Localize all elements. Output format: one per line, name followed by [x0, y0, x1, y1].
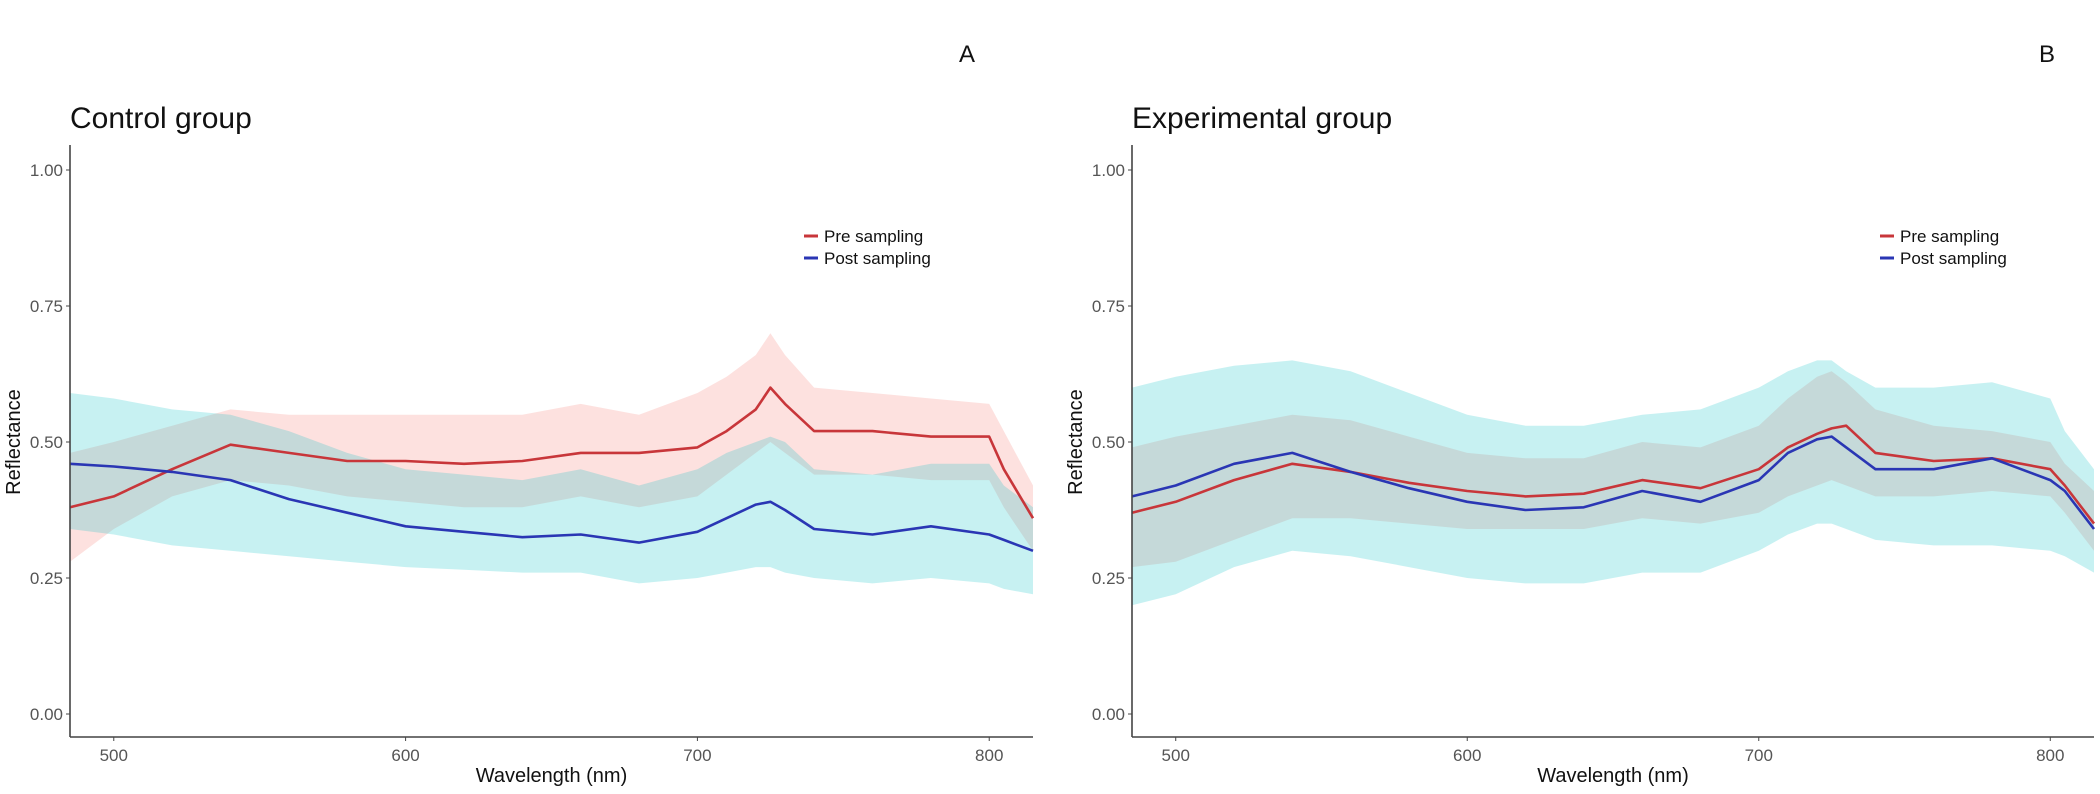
- y-axis-label: Reflectance: [1065, 389, 1087, 495]
- confidence-band-post-sampling: [70, 393, 1033, 595]
- legend: Pre sampling Post sampling: [804, 227, 931, 268]
- legend-label: Pre sampling: [824, 227, 923, 246]
- y-tick-label: 1.00: [1092, 161, 1125, 180]
- panel-letter: A: [959, 41, 975, 68]
- y-tick-label: 0.75: [30, 297, 63, 316]
- confidence-band-pre-sampling: [70, 333, 1033, 562]
- x-axis-label: Wavelength (nm): [476, 765, 628, 787]
- panel-a: A Control group 0.00 0.25 0.50 0.75 1.00 500 600…: [3, 41, 1035, 787]
- x-tick-label: 600: [391, 746, 419, 765]
- legend-label: Pre sampling: [1900, 227, 1999, 246]
- panel-title: Experimental group: [1132, 102, 1392, 135]
- confidence-band-post-sampling: [1132, 360, 2094, 606]
- legend-label: Post sampling: [1900, 249, 2007, 268]
- panel-letter: B: [2039, 41, 2055, 68]
- x-tick-label: 500: [100, 746, 128, 765]
- y-tick-label: 1.00: [30, 161, 63, 180]
- legend: Pre sampling Post sampling: [1880, 227, 2007, 268]
- series-line-post-sampling: [69, 462, 1034, 553]
- y-axis-label: Reflectance: [3, 389, 25, 495]
- y-tick-label: 0.00: [30, 705, 63, 724]
- y-tick-label: 0.50: [30, 433, 63, 452]
- x-tick-label: 700: [1745, 746, 1773, 765]
- series-line-post-sampling: [1131, 435, 2096, 530]
- panel-title: Control group: [70, 102, 252, 135]
- series-line-pre-sampling: [1131, 424, 2096, 525]
- confidence-band-pre-sampling: [1132, 371, 2094, 568]
- panel-b: B Experimental group 0.00 0.25 0.50 0.75 1.00 5…: [1065, 41, 2096, 787]
- legend-label: Post sampling: [824, 249, 931, 268]
- y-tick-label: 0.75: [1092, 297, 1125, 316]
- x-tick-label: 700: [683, 746, 711, 765]
- y-tick-label: 0.25: [30, 569, 63, 588]
- x-tick-label: 600: [1453, 746, 1481, 765]
- x-tick-label: 500: [1162, 746, 1190, 765]
- x-tick-label: 800: [2036, 746, 2064, 765]
- y-tick-label: 0.25: [1092, 569, 1125, 588]
- x-tick-label: 800: [975, 746, 1003, 765]
- y-tick-label: 0.00: [1092, 705, 1125, 724]
- y-tick-label: 0.50: [1092, 433, 1125, 452]
- x-axis-label: Wavelength (nm): [1537, 765, 1689, 787]
- series-line-pre-sampling: [69, 386, 1035, 519]
